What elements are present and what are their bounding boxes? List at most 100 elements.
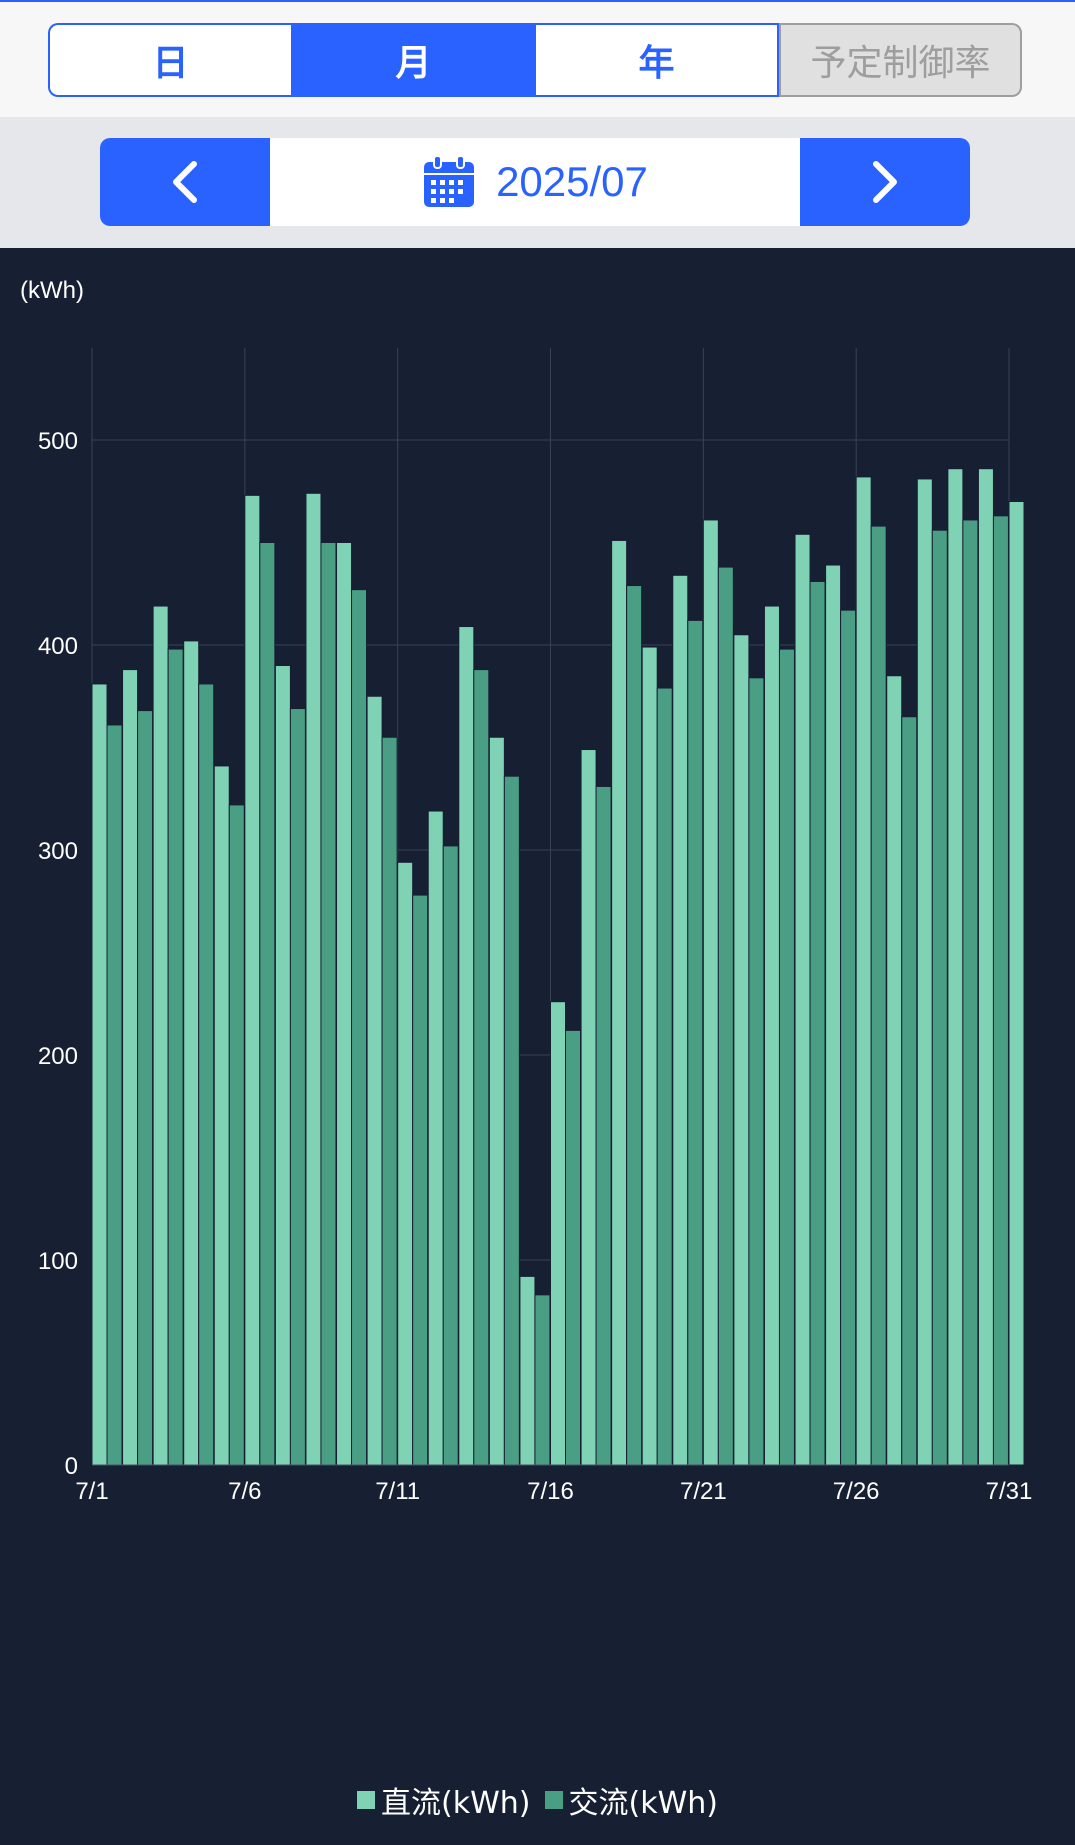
bar-dc[interactable] [152, 605, 169, 1466]
legend-swatch-dc [357, 1791, 376, 1809]
legend-item-ac[interactable]: 交流(kWh) [544, 1778, 718, 1822]
legend-swatch-ac [544, 1791, 563, 1809]
bar-dc[interactable] [1008, 501, 1025, 1466]
bar-dc[interactable] [641, 646, 658, 1466]
bar-dc[interactable] [580, 749, 597, 1466]
bar-ac[interactable] [137, 710, 154, 1466]
bar-dc[interactable] [794, 533, 811, 1466]
x-tick-label: 7/26 [833, 1478, 880, 1505]
bar-ac[interactable] [962, 519, 979, 1466]
next-month-button[interactable] [800, 138, 970, 226]
current-month-display[interactable]: 2025/07 [270, 138, 800, 226]
y-tick-label: 300 [38, 838, 78, 865]
bar-dc[interactable] [733, 634, 750, 1466]
y-tick-label: 500 [38, 428, 78, 455]
bar-ac[interactable] [442, 845, 459, 1466]
chevron-right-icon [873, 161, 897, 203]
bar-dc[interactable] [550, 1001, 566, 1466]
bar-ac[interactable] [626, 585, 643, 1466]
bar-dc[interactable] [488, 736, 505, 1466]
bar-dc[interactable] [91, 683, 108, 1466]
y-axis-unit-label: (kWh) [20, 277, 84, 304]
bar-ac[interactable] [687, 619, 704, 1466]
bar-ac[interactable] [198, 683, 215, 1466]
bar-dc[interactable] [274, 665, 291, 1466]
date-navigator: 2025/07 [100, 138, 970, 226]
bar-dc[interactable] [886, 675, 903, 1466]
bar-ac[interactable] [381, 736, 398, 1466]
bar-ac[interactable] [901, 716, 918, 1466]
period-tabbar: 日 月 年 予定制御率 [0, 2, 1075, 117]
bar-dc[interactable] [427, 810, 444, 1466]
x-tick-label: 7/16 [527, 1478, 574, 1505]
bar-ac[interactable] [656, 687, 673, 1466]
x-tick-label: 7/1 [75, 1478, 108, 1505]
date-navigation-bar: 2025/07 [0, 117, 1075, 248]
chart-legend: 直流(kWh) 交流(kWh) [0, 1778, 1075, 1822]
bar-dc[interactable] [336, 542, 353, 1466]
chart-canvas: (kWh) 0 100 200 300 400 500 7/1 7/6 7/11 7/16 7/21 7… [20, 277, 1033, 1505]
x-tick-label: 7/6 [228, 1478, 261, 1505]
bar-dc[interactable] [763, 605, 780, 1466]
x-tick-label: 7/21 [680, 1478, 727, 1505]
bar-dc[interactable] [213, 765, 230, 1466]
bar-dc[interactable] [397, 861, 414, 1466]
bar-ac[interactable] [748, 677, 765, 1466]
bar-dc[interactable] [122, 669, 139, 1466]
current-month-label: 2025/07 [496, 158, 648, 205]
x-tick-label: 7/31 [986, 1478, 1033, 1505]
bar-dc[interactable] [825, 564, 842, 1466]
bar-dc[interactable] [366, 695, 383, 1466]
bar-ac[interactable] [167, 648, 184, 1466]
y-tick-label: 400 [38, 633, 78, 660]
prev-month-button[interactable] [100, 138, 270, 226]
calendar-icon [424, 155, 475, 207]
bar-dc[interactable] [244, 494, 261, 1466]
y-tick-label: 100 [38, 1248, 78, 1275]
bar-ac[interactable] [840, 609, 857, 1466]
tab-year[interactable]: 年 [536, 23, 779, 97]
bar-ac[interactable] [809, 580, 826, 1466]
bar-ac[interactable] [473, 669, 490, 1466]
bar-ac[interactable] [412, 894, 429, 1466]
legend-item-dc[interactable]: 直流(kWh) [357, 1778, 531, 1822]
bar-dc[interactable] [519, 1275, 536, 1466]
bar-dc[interactable] [672, 574, 689, 1466]
legend-label-dc: 直流(kWh) [381, 1786, 531, 1821]
top-accent-line [0, 0, 1075, 2]
y-tick-label: 200 [38, 1043, 78, 1070]
bar-ac[interactable] [992, 515, 1009, 1466]
bar-ac[interactable] [106, 724, 123, 1466]
bar-dc[interactable] [947, 468, 964, 1466]
bar-ac[interactable] [228, 804, 245, 1466]
bar-ac[interactable] [778, 648, 795, 1466]
bar-dc[interactable] [702, 519, 719, 1466]
bar-dc[interactable] [916, 478, 933, 1466]
chevron-left-icon [173, 161, 197, 203]
bar-dc[interactable] [305, 492, 322, 1466]
bar-ac[interactable] [870, 525, 887, 1466]
bar-ac[interactable] [595, 785, 612, 1466]
bar-dc[interactable] [611, 539, 628, 1466]
period-tabs: 日 月 年 予定制御率 [48, 23, 1022, 97]
tab-month[interactable]: 月 [291, 23, 536, 97]
bar-dc[interactable] [855, 476, 872, 1466]
tab-day[interactable]: 日 [48, 23, 291, 97]
bar-ac[interactable] [259, 542, 276, 1466]
bar-ac[interactable] [565, 1029, 581, 1466]
legend-label-ac: 交流(kWh) [568, 1786, 718, 1821]
x-tick-label: 7/11 [375, 1478, 420, 1505]
bar-ac[interactable] [534, 1294, 551, 1466]
bar-ac[interactable] [351, 589, 368, 1466]
bar-dc[interactable] [977, 468, 994, 1466]
bar-ac[interactable] [931, 529, 948, 1466]
monthly-energy-chart: (kWh) 0 100 200 300 400 500 7/1 7/6 7/11 7/16 7/21 7… [0, 248, 1075, 1845]
y-tick-label: 0 [65, 1453, 78, 1480]
bar-ac[interactable] [289, 708, 306, 1466]
tab-schedule-control-rate[interactable]: 予定制御率 [779, 23, 1022, 97]
bar-dc[interactable] [183, 640, 200, 1466]
bar-dc[interactable] [458, 626, 475, 1466]
bar-ac[interactable] [503, 775, 520, 1466]
bar-ac[interactable] [320, 542, 337, 1466]
bar-ac[interactable] [717, 566, 734, 1466]
